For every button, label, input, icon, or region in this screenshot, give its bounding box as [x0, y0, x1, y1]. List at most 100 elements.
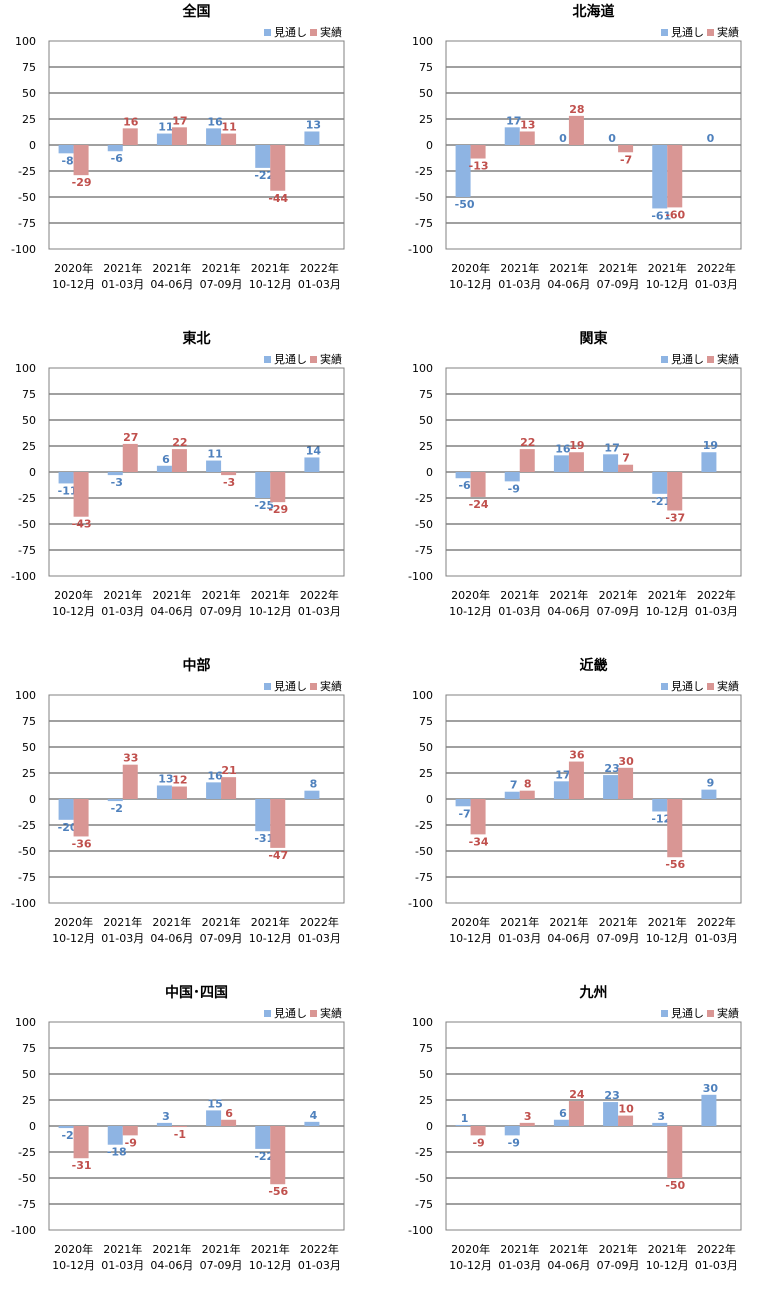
x-tick-label: 2021年 — [103, 261, 142, 275]
y-tick-label: 75 — [22, 388, 36, 401]
y-tick-label: -25 — [415, 165, 433, 178]
actual-bar — [122, 1126, 138, 1136]
actual-data-label: 16 — [123, 115, 139, 128]
x-tick-label: 10-12月 — [249, 278, 292, 291]
plot-frame — [48, 40, 345, 250]
actual-bar — [470, 1126, 486, 1136]
y-tick-label: 50 — [419, 1068, 433, 1081]
x-tick-label: 07-09月 — [200, 605, 243, 618]
x-tick-label: 01-03月 — [498, 1259, 541, 1272]
forecast-data-label: 7 — [510, 779, 518, 792]
forecast-data-label: 0 — [707, 132, 715, 145]
actual-data-label: -13 — [469, 160, 489, 173]
actual-data-label: 10 — [618, 1103, 634, 1116]
y-tick-label: -25 — [415, 1146, 433, 1159]
forecast-bar — [455, 472, 471, 479]
forecast-bar — [156, 1122, 172, 1126]
legend-swatch — [264, 683, 271, 690]
actual-data-label: -50 — [665, 1179, 685, 1192]
forecast-bar — [304, 790, 320, 799]
legend: 見通し 実績 — [661, 1006, 739, 1020]
y-tick-label: 75 — [22, 715, 36, 728]
x-tick-label: 10-12月 — [646, 605, 689, 618]
legend-swatch — [661, 1010, 668, 1017]
forecast-data-label: -25 — [254, 499, 274, 512]
forecast-bar — [455, 1124, 471, 1126]
forecast-data-label: -18 — [107, 1146, 127, 1159]
forecast-data-label: 14 — [306, 444, 322, 457]
actual-bar — [470, 145, 486, 159]
forecast-bar — [553, 781, 569, 799]
y-tick-label: 75 — [22, 61, 36, 74]
y-tick-label: 100 — [15, 1016, 36, 1029]
chart-title: 近畿 — [580, 657, 608, 674]
forecast-bar — [553, 455, 569, 472]
forecast-data-label: 13 — [306, 118, 321, 131]
x-tick-label: 01-03月 — [298, 932, 341, 945]
y-tick-label: -50 — [18, 1172, 36, 1185]
x-tick-label: 2021年 — [251, 588, 290, 602]
x-tick-label: 2020年 — [451, 588, 490, 602]
y-tick-label: -75 — [415, 217, 433, 230]
y-tick-label: -100 — [11, 897, 36, 910]
legend-label: 見通し — [671, 680, 704, 693]
forecast-bar — [255, 145, 271, 168]
y-tick-label: 0 — [426, 1120, 433, 1133]
y-tick-label: 0 — [29, 139, 36, 152]
x-tick-label: 10-12月 — [52, 932, 95, 945]
legend: 見通し 実績 — [661, 679, 739, 693]
forecast-data-label: -6 — [111, 152, 124, 165]
actual-bar — [171, 449, 187, 472]
actual-data-label: 27 — [123, 431, 138, 444]
y-tick-label: -75 — [415, 1198, 433, 1211]
plot-frame — [48, 367, 345, 577]
x-tick-label: 01-03月 — [498, 278, 541, 291]
x-tick-label: 2021年 — [549, 915, 588, 929]
actual-data-label: 22 — [172, 436, 187, 449]
actual-data-label: -36 — [72, 837, 92, 850]
actual-bar — [270, 1126, 286, 1185]
actual-data-label: -24 — [469, 498, 489, 511]
actual-bar — [568, 452, 584, 472]
actual-bar — [270, 799, 286, 848]
forecast-bar — [156, 133, 172, 145]
x-tick-label: 2021年 — [599, 915, 638, 929]
x-tick-label: 2022年 — [697, 588, 736, 602]
actual-data-label: 28 — [569, 103, 584, 116]
actual-bar — [221, 777, 237, 799]
actual-bar — [270, 472, 286, 503]
y-tick-label: 100 — [15, 362, 36, 375]
y-tick-label: -100 — [408, 1224, 433, 1237]
forecast-bar — [504, 1126, 520, 1136]
actual-bar — [73, 1126, 89, 1159]
forecast-data-label: 6 — [162, 453, 170, 466]
actual-data-label: -9 — [125, 1136, 137, 1149]
x-tick-label: 01-03月 — [101, 1259, 144, 1272]
forecast-data-label: 16 — [207, 115, 223, 128]
actual-data-label: 3 — [524, 1110, 532, 1123]
x-tick-label: 01-03月 — [101, 278, 144, 291]
actual-data-label: -44 — [268, 192, 288, 205]
x-tick-label: 07-09月 — [200, 278, 243, 291]
actual-bar — [519, 449, 535, 472]
forecast-data-label: 19 — [703, 439, 718, 452]
forecast-bar — [701, 452, 717, 472]
actual-bar — [667, 799, 683, 858]
forecast-bar — [107, 799, 123, 802]
y-tick-label: 0 — [29, 466, 36, 479]
y-tick-label: 75 — [419, 715, 433, 728]
forecast-data-label: -3 — [111, 476, 123, 489]
forecast-data-label: -6 — [458, 479, 471, 492]
x-tick-label: 2021年 — [202, 261, 241, 275]
chart-title: 北海道 — [573, 3, 615, 20]
forecast-data-label: -22 — [254, 169, 274, 182]
actual-bar — [568, 115, 584, 145]
forecast-data-label: -22 — [254, 1150, 274, 1163]
x-tick-label: 10-12月 — [449, 605, 492, 618]
forecast-bar — [107, 472, 123, 476]
y-tick-label: 50 — [419, 414, 433, 427]
actual-data-label: -60 — [665, 208, 685, 221]
